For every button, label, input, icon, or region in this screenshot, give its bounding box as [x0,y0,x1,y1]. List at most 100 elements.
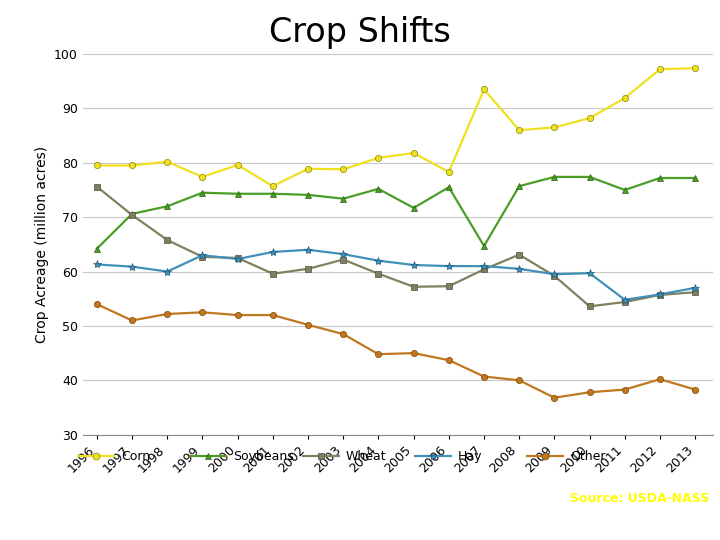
Line: Soybeans: Soybeans [94,174,698,252]
Soybeans [480,243,488,249]
Other [444,357,453,363]
Line: Corn: Corn [94,65,698,190]
Wheat [656,292,665,298]
Hay [515,266,523,272]
Hay [233,256,242,262]
Other [93,301,102,307]
Wheat [374,271,383,277]
Text: Source: USDA-NASS: Source: USDA-NASS [570,491,709,504]
Wheat [127,212,136,218]
Other [304,322,312,328]
Text: Ag Decision Maker: Ag Decision Maker [547,512,709,526]
Corn [269,183,277,190]
Wheat [93,184,102,190]
Hay [374,258,383,264]
Other [233,312,242,318]
Hay [691,285,700,291]
Other [339,331,348,338]
Soybeans [198,190,207,196]
Corn [339,166,348,173]
Other [269,312,277,318]
Soybeans [304,192,312,198]
Wheat [621,299,629,305]
Other [409,350,418,356]
Corn [656,66,665,72]
Hay [198,252,207,259]
Other [621,386,629,393]
Wheat [550,273,559,279]
Soybeans [339,195,348,202]
Line: Other: Other [94,301,698,401]
Corn [621,95,629,102]
Corn [374,154,383,161]
Text: Iowa State University: Iowa State University [11,491,210,509]
Other [550,395,559,401]
Line: Wheat: Wheat [94,184,698,309]
Wheat [691,289,700,295]
Corn [691,65,700,71]
Corn [550,124,559,131]
Hay [550,271,559,278]
Wheat [480,266,488,273]
Other [656,376,665,382]
Corn [198,174,207,180]
Hay [480,263,488,269]
Corn [93,162,102,168]
Other [585,389,594,395]
Text: Soybeans: Soybeans [233,450,294,463]
Line: Hay: Hay [93,246,699,304]
Text: Extension and Outreach/Department of Economics: Extension and Outreach/Department of Eco… [11,516,294,526]
Wheat [409,284,418,290]
Other [127,318,136,324]
Hay [304,247,312,253]
Corn [304,166,312,172]
Corn [480,86,488,92]
Corn [127,162,136,168]
Wheat [304,266,312,272]
Wheat [444,283,453,289]
Soybeans [269,191,277,197]
Soybeans [585,174,594,180]
Soybeans [621,187,629,193]
Other [374,351,383,357]
Hay [127,264,136,270]
Hay [93,261,102,268]
Corn [444,169,453,176]
Hay [621,296,629,303]
Other [198,309,207,315]
Text: Crop Shifts: Crop Shifts [269,16,451,49]
Text: Corn: Corn [121,450,150,463]
Other [480,373,488,380]
Soybeans [444,184,453,191]
Corn [409,150,418,156]
Soybeans [515,183,523,190]
Text: Hay: Hay [458,450,482,463]
Other [515,377,523,383]
Y-axis label: Crop Acreage (million acres): Crop Acreage (million acres) [35,146,48,343]
Hay [409,262,418,268]
Hay [656,291,665,298]
Text: Other: Other [570,450,606,463]
Soybeans [127,211,136,217]
Other [163,310,171,317]
Wheat [585,303,594,309]
Hay [444,263,453,269]
Soybeans [550,174,559,180]
Wheat [163,237,171,243]
Wheat [269,271,277,277]
Soybeans [93,246,102,252]
Corn [585,115,594,122]
Hay [269,249,277,255]
Hay [585,270,594,276]
Corn [233,161,242,168]
Soybeans [656,175,665,181]
Soybeans [163,203,171,210]
Wheat [198,254,207,260]
Corn [163,158,171,165]
Hay [163,268,171,275]
Wheat [233,255,242,261]
Other [691,386,700,393]
Wheat [339,256,348,263]
Soybeans [691,175,700,181]
Soybeans [374,186,383,192]
